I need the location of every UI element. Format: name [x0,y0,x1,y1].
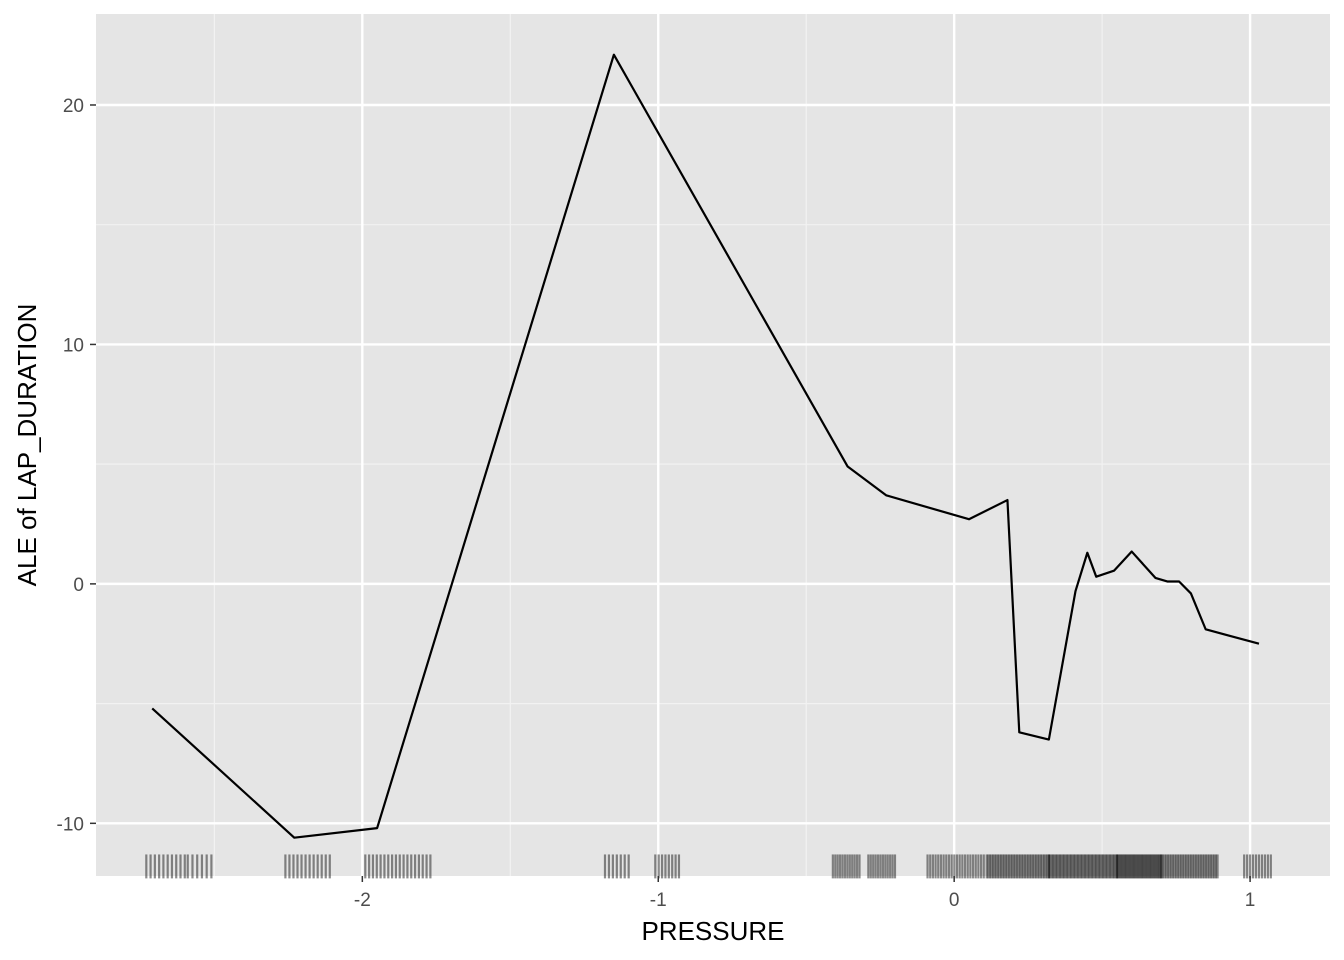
y-tick-label: 0 [73,575,84,596]
series-layer [151,53,1260,839]
y-tick-label: -10 [57,814,84,835]
x-tick-label: 1 [1245,890,1256,911]
plot-panel [96,14,1330,876]
x-tick-label: -2 [354,890,371,911]
y-axis-title: ALE of LAP_DURATION [12,304,42,587]
y-tick-label: 10 [63,335,84,356]
x-tick-label: 0 [949,890,960,911]
minor-gridlines [96,14,1330,876]
x-axis: -2 -1 0 1 [354,876,1256,911]
major-gridlines [96,14,1330,876]
x-tick-label: -1 [650,890,667,911]
y-axis: -10 0 10 20 [57,96,96,835]
ale-line [151,53,1260,839]
y-tick-label: 20 [63,96,84,117]
rug-marks [145,854,1272,879]
x-axis-title: PRESSURE [641,916,784,946]
